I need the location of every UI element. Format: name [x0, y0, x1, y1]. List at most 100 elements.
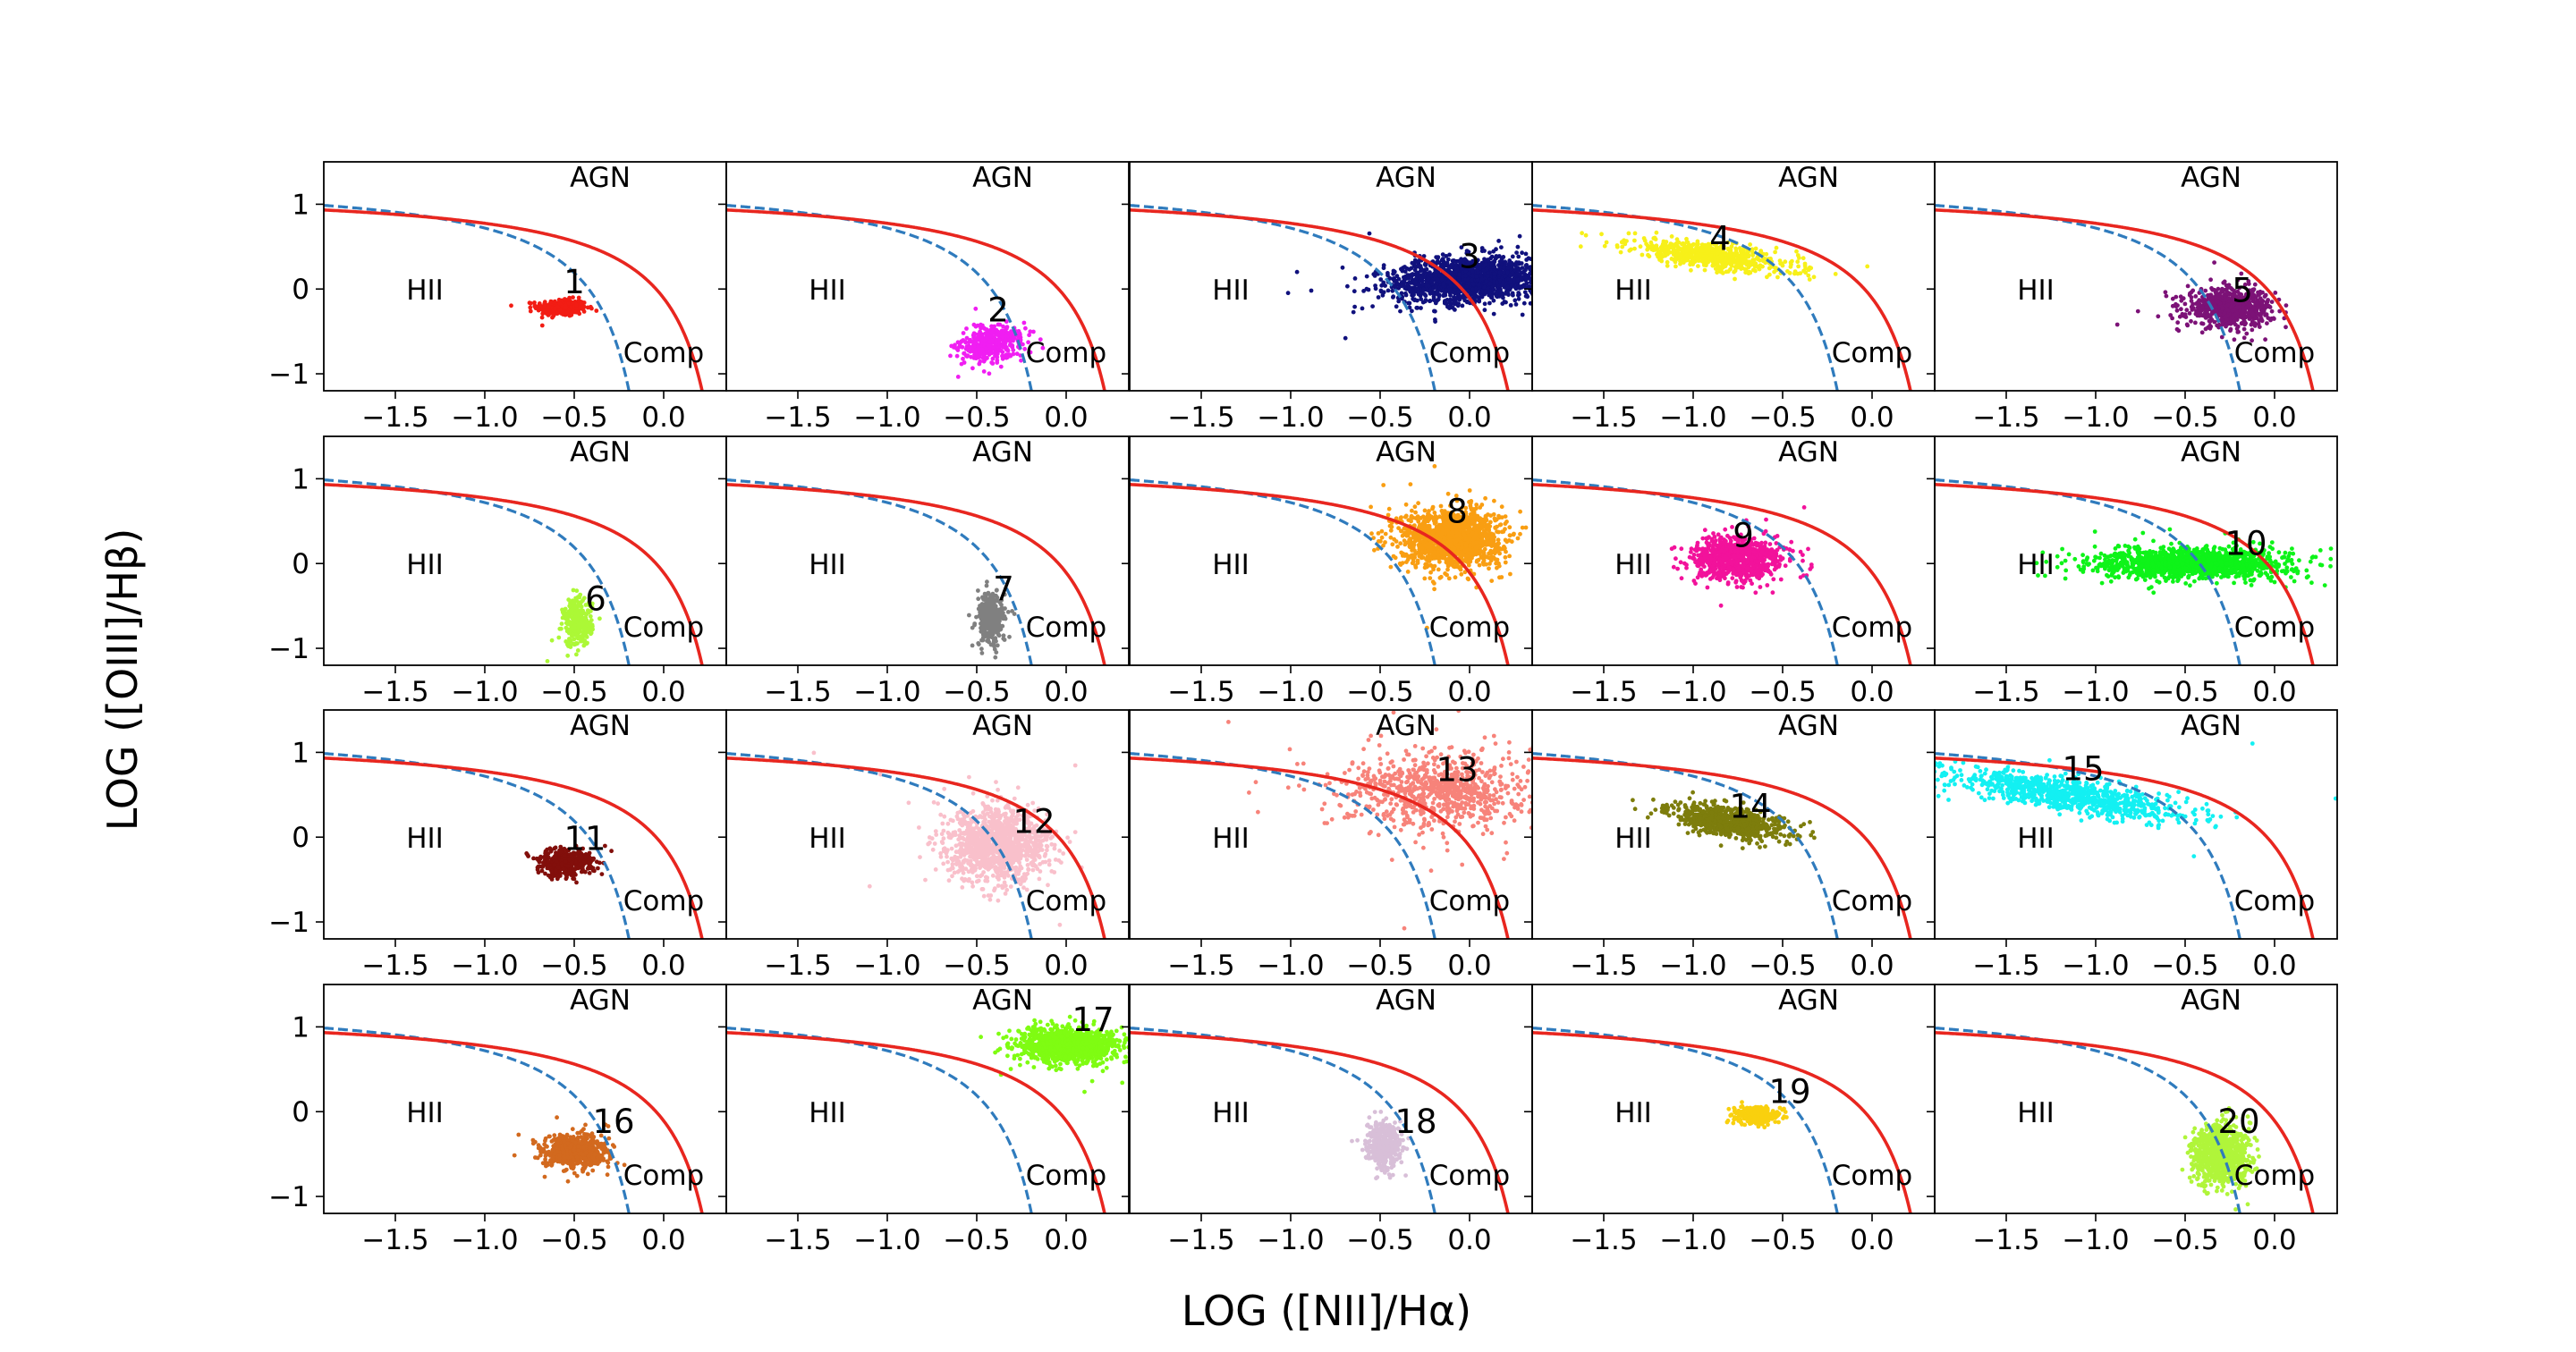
- scatter-point: [2263, 337, 2268, 342]
- scatter-point: [1674, 241, 1679, 246]
- scatter-point: [986, 591, 991, 596]
- scatter-point: [565, 621, 571, 626]
- scatter-point: [537, 307, 541, 311]
- scatter-point: [585, 305, 590, 310]
- scatter-point: [1724, 269, 1729, 275]
- scatter-point: [2265, 300, 2270, 305]
- scatter-point: [1755, 257, 1760, 262]
- scatter-point: [1364, 286, 1369, 292]
- scatter-point: [1504, 300, 1508, 305]
- scatter-point: [1380, 292, 1385, 298]
- panel-frame: [725, 161, 1130, 392]
- scatter-point: [1665, 263, 1670, 268]
- scatter-point: [2225, 302, 2231, 308]
- scatter-point: [1392, 269, 1397, 275]
- scatter-point: [547, 312, 552, 317]
- scatter-point: [1678, 261, 1682, 266]
- scatter-point: [1004, 319, 1009, 325]
- region-label-hii: HII: [809, 275, 846, 307]
- scatter-point: [1501, 280, 1506, 285]
- region-label-comp: Comp: [2234, 337, 2316, 369]
- scatter-point: [1520, 250, 1524, 256]
- scatter-point: [1521, 284, 1525, 290]
- scatter-point: [989, 601, 995, 606]
- scatter-point: [1438, 503, 1444, 509]
- scatter-point: [1483, 262, 1488, 267]
- scatter-point: [2233, 322, 2238, 327]
- scatter-point: [574, 588, 580, 594]
- scatter-point: [969, 344, 974, 350]
- scatter-point: [1734, 258, 1740, 262]
- scatter-point: [1440, 252, 1445, 257]
- panel-frame: [725, 435, 1130, 666]
- x-tick-label: −1.0: [1659, 401, 1726, 434]
- scatter-point: [1528, 300, 1532, 306]
- scatter-point: [1378, 277, 1384, 282]
- scatter-point: [576, 622, 580, 628]
- x-tick-label: −1.0: [451, 401, 518, 434]
- scatter-point: [2209, 286, 2214, 291]
- scatter-point: [973, 324, 979, 329]
- scatter-point: [569, 310, 574, 316]
- scatter-point: [560, 615, 565, 621]
- scatter-point: [561, 312, 565, 317]
- scatter-point: [1397, 561, 1402, 566]
- scatter-point: [1513, 284, 1518, 290]
- scatter-point: [2252, 282, 2258, 287]
- scatter-point: [1495, 289, 1500, 293]
- scatter-point: [1664, 240, 1669, 244]
- scatter-point: [1445, 567, 1450, 572]
- scatter-point: [961, 356, 965, 361]
- scatter-point: [1496, 239, 1501, 243]
- scatter-point: [998, 348, 1004, 353]
- scatter-point: [2216, 300, 2220, 304]
- scatter-point: [1476, 283, 1481, 288]
- scatter-point: [1748, 242, 1752, 247]
- scatter-point: [1725, 240, 1731, 245]
- scatter-point: [1388, 564, 1394, 570]
- scatter-point: [2256, 292, 2260, 298]
- scatter-point: [1448, 283, 1453, 288]
- scatter-point: [1624, 239, 1629, 243]
- scatter-point: [2230, 308, 2235, 313]
- scatter-point: [1718, 253, 1724, 258]
- region-label-agn: AGN: [1376, 162, 1436, 194]
- scatter-point: [2195, 305, 2200, 310]
- scatter-point: [1493, 525, 1498, 530]
- scatter-point: [1667, 245, 1672, 250]
- scatter-point: [1671, 246, 1676, 251]
- scatter-point: [1447, 252, 1452, 258]
- scatter-point: [2250, 287, 2256, 292]
- scatter-point: [981, 352, 987, 357]
- scatter-point: [1464, 284, 1469, 290]
- scatter-point: [993, 655, 998, 660]
- scatter-point: [1501, 270, 1506, 275]
- kewley-curve: [324, 208, 704, 391]
- scatter-point: [1732, 252, 1736, 258]
- scatter-point: [1674, 257, 1679, 262]
- scatter-point: [509, 303, 513, 308]
- scatter-point: [2249, 308, 2254, 312]
- scatter-point: [1746, 252, 1751, 258]
- scatter-point: [1660, 241, 1665, 247]
- scatter-point: [1040, 345, 1046, 351]
- scatter-point: [1706, 241, 1711, 247]
- scatter-point: [2252, 321, 2258, 325]
- scatter-point: [1459, 258, 1463, 263]
- scatter-point: [2228, 328, 2233, 334]
- scatter-point: [974, 352, 979, 357]
- scatter-point: [2187, 311, 2192, 316]
- scatter-point: [2245, 314, 2250, 319]
- scatter-point: [1423, 293, 1428, 299]
- scatter-point: [1737, 246, 1742, 250]
- scatter-point: [1520, 312, 1525, 317]
- y-tick-label: 1: [292, 463, 309, 495]
- scatter-point: [1351, 309, 1356, 315]
- scatter-point: [1731, 257, 1736, 262]
- scatter-point: [1503, 259, 1508, 265]
- scatter-point: [1436, 277, 1440, 282]
- scatter-point: [1005, 355, 1010, 359]
- scatter-point: [992, 628, 996, 632]
- scatter-point: [1451, 300, 1456, 306]
- y-tick-label: 0: [292, 274, 309, 306]
